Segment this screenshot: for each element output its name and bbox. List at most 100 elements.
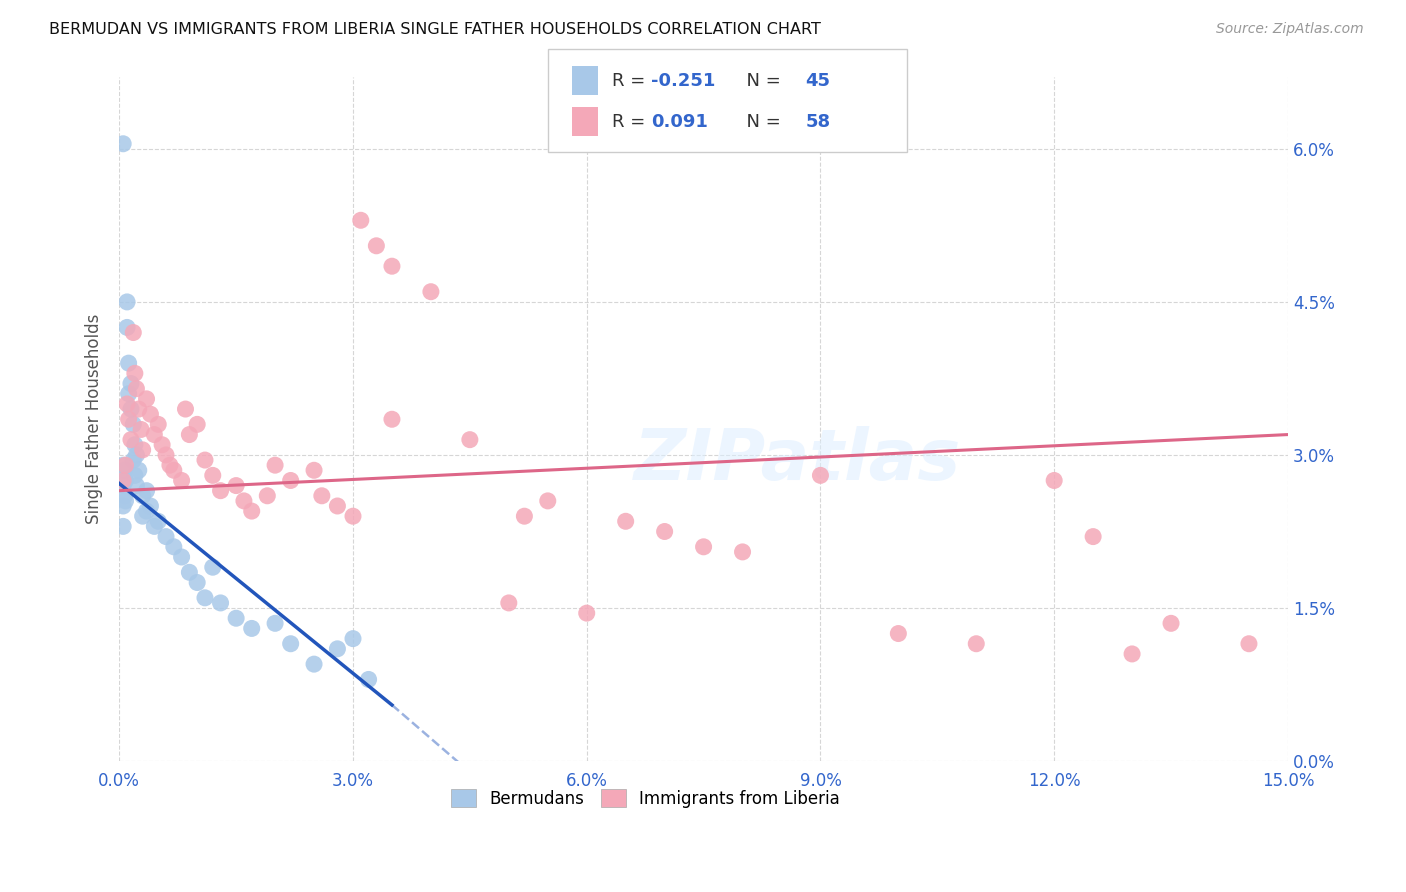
Point (120, 433, 142, 447)
Point (163, 540, 186, 554)
Point (194, 591, 217, 605)
Point (186, 417, 208, 432)
Point (179, 427, 201, 442)
Point (112, 519, 135, 533)
Point (179, 566, 201, 580)
Point (125, 448, 148, 462)
Point (112, 474, 135, 488)
Point (117, 356, 139, 370)
Point (240, 622, 263, 636)
Point (124, 438, 146, 452)
Point (120, 376, 142, 391)
Point (143, 427, 166, 442)
Point (135, 392, 157, 406)
Point (139, 499, 162, 513)
Text: 58: 58 (806, 112, 831, 131)
Point (150, 438, 173, 452)
Point (326, 641, 349, 656)
Legend: Bermudans, Immigrants from Liberia: Bermudans, Immigrants from Liberia (444, 783, 846, 814)
Point (458, 433, 481, 447)
Point (128, 463, 150, 477)
Point (498, 596, 520, 610)
Point (240, 504, 263, 518)
Point (1043, 474, 1066, 488)
Point (139, 407, 162, 421)
Point (280, 637, 302, 651)
Point (366, 239, 388, 253)
Point (170, 549, 193, 564)
Point (350, 213, 373, 227)
Point (225, 611, 247, 625)
Point (131, 442, 153, 457)
Point (209, 596, 232, 610)
Point (174, 402, 197, 417)
Point (357, 673, 380, 687)
Point (135, 483, 157, 498)
Point (887, 626, 910, 640)
Point (326, 499, 349, 513)
Point (419, 285, 441, 299)
Point (614, 514, 637, 528)
Point (1081, 530, 1104, 544)
Point (264, 616, 287, 631)
Point (117, 386, 139, 401)
Point (232, 494, 254, 508)
Point (342, 632, 364, 646)
Text: -0.251: -0.251 (651, 71, 716, 90)
Point (128, 402, 150, 417)
Point (654, 524, 676, 539)
Text: BERMUDAN VS IMMIGRANTS FROM LIBERIA SINGLE FATHER HOUSEHOLDS CORRELATION CHART: BERMUDAN VS IMMIGRANTS FROM LIBERIA SING… (49, 22, 821, 37)
Text: 0.091: 0.091 (651, 112, 707, 131)
Point (1237, 637, 1260, 651)
Point (143, 519, 166, 533)
Point (124, 367, 146, 381)
Point (148, 417, 170, 432)
Point (381, 259, 404, 273)
Point (112, 136, 135, 151)
Point (311, 489, 333, 503)
Point (194, 453, 217, 467)
Point (810, 468, 832, 483)
Point (155, 448, 177, 462)
Text: R =: R = (612, 112, 651, 131)
Point (125, 478, 148, 492)
Point (122, 417, 145, 432)
Point (731, 545, 754, 559)
Point (131, 489, 153, 503)
Point (114, 489, 136, 503)
Point (159, 458, 181, 472)
Point (114, 494, 136, 508)
Text: ZIPatlas: ZIPatlas (633, 425, 960, 495)
Point (122, 453, 145, 467)
Point (115, 397, 138, 411)
Point (112, 458, 135, 472)
Point (114, 458, 136, 472)
Point (114, 463, 136, 477)
Point (381, 412, 404, 426)
Point (513, 509, 536, 524)
Point (120, 402, 142, 417)
Point (155, 530, 177, 544)
Point (112, 499, 135, 513)
Point (163, 463, 186, 477)
Point (692, 540, 714, 554)
Point (115, 294, 138, 309)
Point (280, 474, 302, 488)
Point (117, 412, 139, 426)
Text: Source: ZipAtlas.com: Source: ZipAtlas.com (1216, 22, 1364, 37)
Point (302, 657, 325, 672)
Point (129, 422, 152, 436)
Point (170, 474, 193, 488)
Point (1121, 647, 1143, 661)
Point (135, 504, 157, 518)
Point (122, 326, 145, 340)
Point (115, 320, 138, 334)
Text: N =: N = (735, 71, 787, 90)
Text: R =: R = (612, 71, 651, 90)
Text: N =: N = (735, 112, 787, 131)
Point (209, 483, 232, 498)
Point (264, 458, 287, 472)
Point (148, 514, 170, 528)
Point (112, 478, 135, 492)
Point (342, 509, 364, 524)
